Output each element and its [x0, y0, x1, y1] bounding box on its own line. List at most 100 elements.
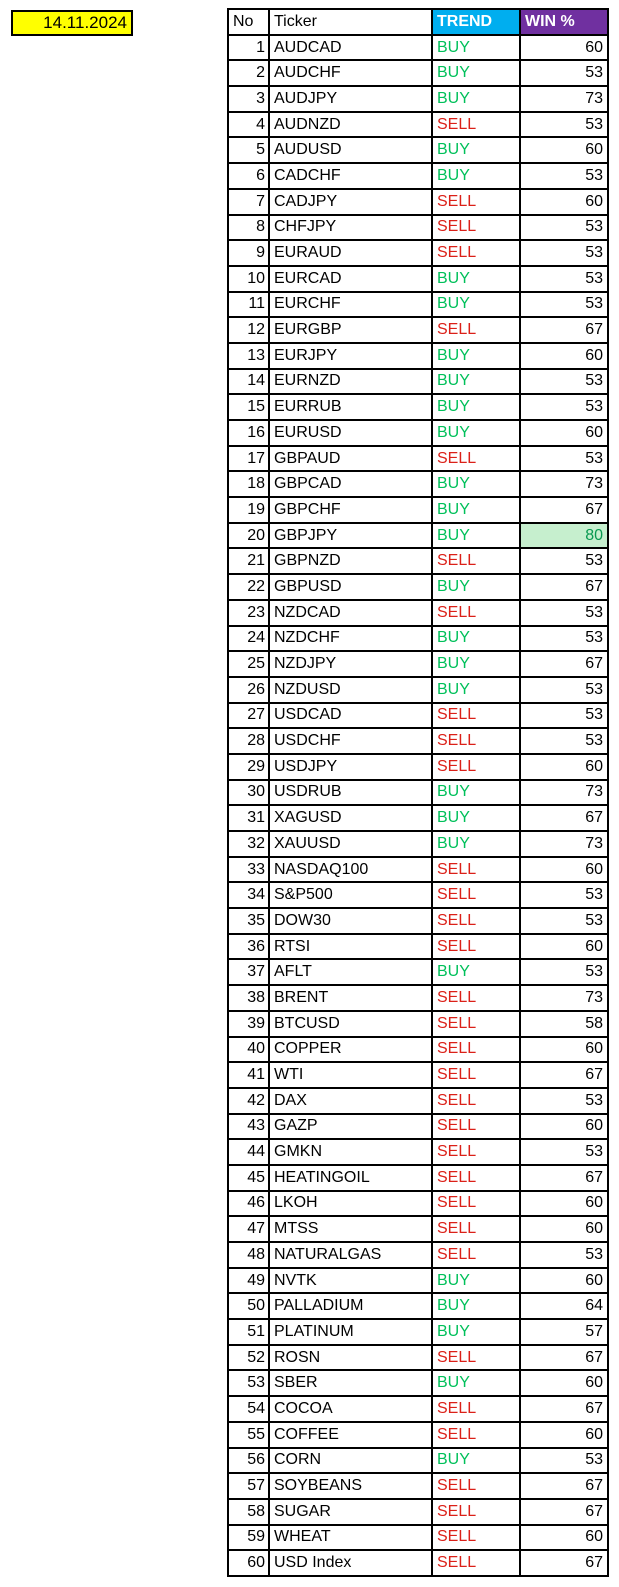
cell-trend: SELL [431, 1189, 521, 1218]
cell-win: 53 [519, 444, 609, 473]
table-row: 20 GBPJPY BUY 80 [227, 521, 609, 550]
cell-no: 33 [227, 855, 270, 884]
cell-win: 53 [519, 727, 609, 755]
cell-no: 17 [227, 444, 270, 473]
cell-trend: SELL [431, 213, 521, 242]
cell-win: 53 [519, 1446, 609, 1475]
cell-win: 53 [519, 701, 609, 730]
cell-win: 60 [519, 1266, 609, 1295]
cell-no: 25 [227, 650, 270, 678]
cell-win: 57 [519, 1318, 609, 1346]
cell-no: 43 [227, 1112, 270, 1141]
table-row: 28 USDCHF SELL 53 [227, 727, 609, 755]
cell-ticker: USD Index [268, 1549, 433, 1577]
cell-win: 53 [519, 907, 609, 935]
cell-win: 53 [519, 1138, 609, 1166]
cell-win: 73 [519, 778, 609, 807]
cell-ticker: PALLADIUM [268, 1292, 433, 1321]
cell-no: 7 [227, 187, 270, 216]
cell-win: 53 [519, 59, 609, 88]
cell-no: 9 [227, 239, 270, 267]
cell-trend: SELL [431, 984, 521, 1012]
table-row: 13 EURJPY BUY 60 [227, 341, 609, 370]
cell-ticker: LKOH [268, 1189, 433, 1218]
cell-win: 53 [519, 239, 609, 267]
cell-no: 30 [227, 778, 270, 807]
cell-ticker: GAZP [268, 1112, 433, 1141]
cell-win: 60 [519, 752, 609, 781]
table-row: 16 EURUSD BUY 60 [227, 419, 609, 447]
cell-win: 67 [519, 650, 609, 678]
cell-trend: BUY [431, 778, 521, 807]
date-box: 14.11.2024 [11, 10, 133, 36]
cell-ticker: BRENT [268, 984, 433, 1012]
cell-win: 60 [519, 932, 609, 961]
cell-win: 60 [519, 33, 609, 62]
table-row: 8 CHFJPY SELL 53 [227, 213, 609, 242]
cell-win: 67 [519, 1061, 609, 1089]
table-row: 21 GBPNZD SELL 53 [227, 547, 609, 576]
cell-win: 53 [519, 110, 609, 139]
table-row: 12 EURGBP SELL 67 [227, 316, 609, 344]
cell-no: 35 [227, 907, 270, 935]
cell-trend: SELL [431, 1112, 521, 1141]
cell-ticker: EURRUB [268, 393, 433, 421]
cell-win: 53 [519, 624, 609, 653]
table-row: 2 AUDCHF BUY 53 [227, 59, 609, 88]
cell-no: 11 [227, 290, 270, 319]
cell-no: 1 [227, 33, 270, 62]
cell-no: 28 [227, 727, 270, 755]
cell-ticker: SOYBEANS [268, 1472, 433, 1500]
cell-win: 67 [519, 316, 609, 344]
cell-no: 58 [227, 1497, 270, 1526]
cell-trend: BUY [431, 830, 521, 858]
cell-win: 53 [519, 367, 609, 396]
table-row: 25 NZDJPY BUY 67 [227, 650, 609, 678]
cell-ticker: ROSN [268, 1343, 433, 1372]
cell-ticker: AFLT [268, 958, 433, 987]
col-header-ticker: Ticker [268, 8, 433, 36]
cell-no: 15 [227, 393, 270, 421]
cell-trend: BUY [431, 367, 521, 396]
cell-ticker: DOW30 [268, 907, 433, 935]
cell-no: 4 [227, 110, 270, 139]
col-header-win: WIN % [519, 8, 609, 36]
cell-trend: BUY [431, 496, 521, 524]
cell-trend: SELL [431, 1163, 521, 1192]
cell-win: 53 [519, 213, 609, 242]
table-row: 52 ROSN SELL 67 [227, 1343, 609, 1372]
cell-no: 6 [227, 162, 270, 190]
cell-no: 45 [227, 1163, 270, 1192]
cell-no: 46 [227, 1189, 270, 1218]
cell-no: 24 [227, 624, 270, 653]
cell-ticker: MTSS [268, 1215, 433, 1243]
cell-win: 60 [519, 1523, 609, 1552]
cell-ticker: XAUUSD [268, 830, 433, 858]
cell-ticker: EURJPY [268, 341, 433, 370]
cell-win: 67 [519, 1497, 609, 1526]
cell-win: 67 [519, 573, 609, 601]
cell-win: 60 [519, 419, 609, 447]
cell-no: 14 [227, 367, 270, 396]
table-row: 55 COFFEE SELL 60 [227, 1420, 609, 1449]
cell-ticker: GBPAUD [268, 444, 433, 473]
cell-trend: SELL [431, 1009, 521, 1038]
cell-ticker: NZDJPY [268, 650, 433, 678]
cell-trend: BUY [431, 1292, 521, 1321]
cell-ticker: PLATINUM [268, 1318, 433, 1346]
cell-trend: BUY [431, 624, 521, 653]
table-row: 41 WTI SELL 67 [227, 1061, 609, 1089]
table-row: 10 EURCAD BUY 53 [227, 264, 609, 293]
table-row: 17 GBPAUD SELL 53 [227, 444, 609, 473]
cell-ticker: EURCHF [268, 290, 433, 319]
cell-no: 59 [227, 1523, 270, 1552]
cell-no: 55 [227, 1420, 270, 1449]
table-row: 50 PALLADIUM BUY 64 [227, 1292, 609, 1321]
table-row: 35 DOW30 SELL 53 [227, 907, 609, 935]
cell-ticker: CORN [268, 1446, 433, 1475]
cell-ticker: XAGUSD [268, 804, 433, 832]
cell-no: 27 [227, 701, 270, 730]
cell-trend: SELL [431, 1343, 521, 1372]
col-header-no: No [227, 8, 270, 36]
cell-trend: SELL [431, 110, 521, 139]
